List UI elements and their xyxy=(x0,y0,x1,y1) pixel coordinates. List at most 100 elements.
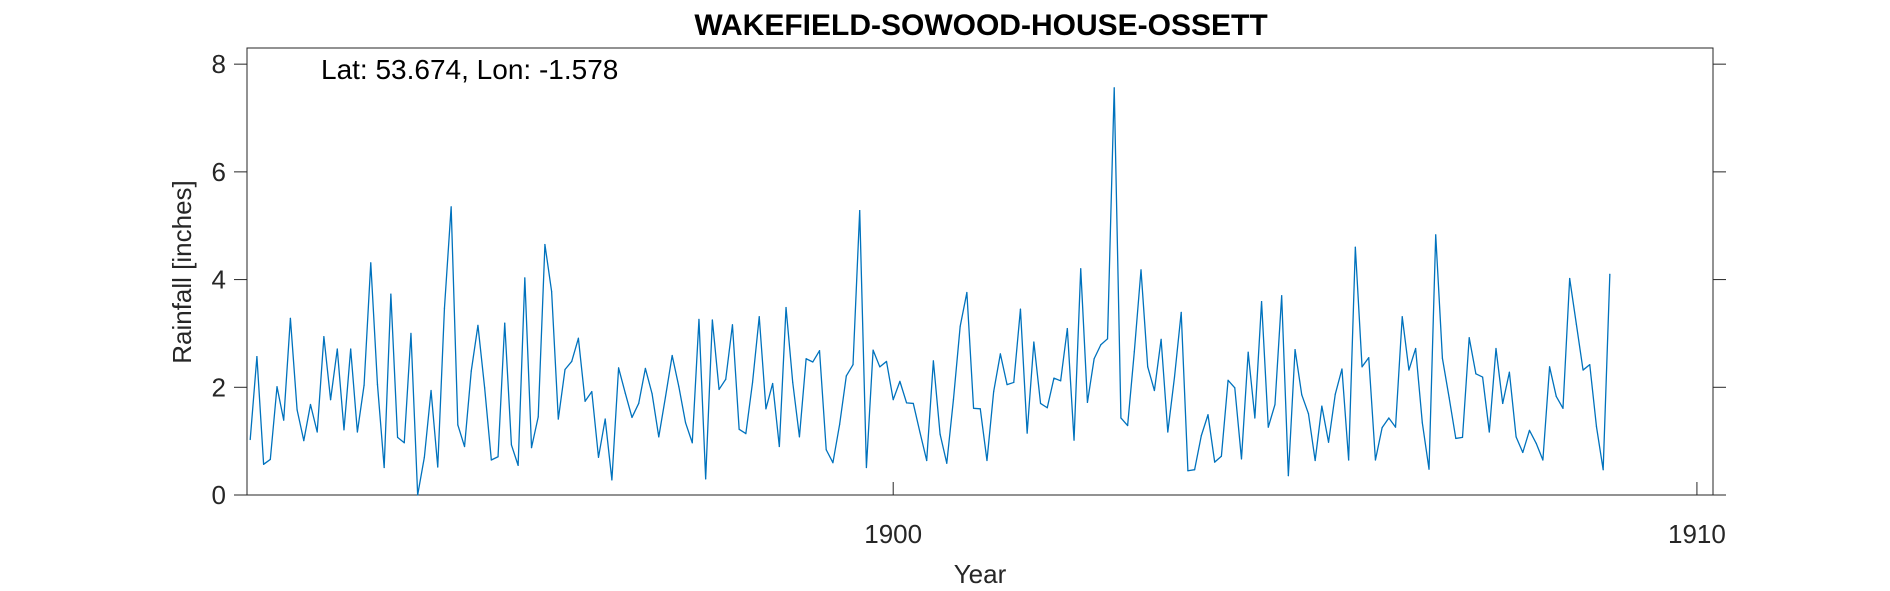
y-tick-label: 6 xyxy=(212,157,226,187)
data-point xyxy=(1455,437,1457,440)
data-point xyxy=(1394,426,1397,428)
data-point xyxy=(1227,379,1229,381)
data-point xyxy=(443,307,446,309)
data-point xyxy=(1589,364,1591,366)
data-point xyxy=(323,336,325,338)
data-point xyxy=(564,368,566,371)
data-point xyxy=(671,354,673,357)
data-point xyxy=(1006,384,1008,386)
data-point xyxy=(959,325,961,328)
data-point xyxy=(1348,459,1350,461)
data-point xyxy=(1495,347,1497,350)
data-point xyxy=(1120,417,1122,419)
data-point xyxy=(316,431,318,433)
data-point xyxy=(1327,441,1330,443)
data-point xyxy=(497,456,499,458)
data-point xyxy=(1314,459,1316,462)
data-point xyxy=(718,388,720,391)
data-point xyxy=(778,445,780,448)
data-point xyxy=(269,458,271,461)
data-point xyxy=(1287,475,1289,477)
data-point xyxy=(1609,273,1611,275)
data-point xyxy=(731,324,734,326)
data-point xyxy=(611,479,613,481)
data-point xyxy=(664,396,667,398)
data-point xyxy=(403,442,405,444)
data-point xyxy=(839,423,841,426)
data-point xyxy=(1602,469,1604,471)
data-point xyxy=(470,370,472,372)
data-point xyxy=(329,399,332,401)
data-point xyxy=(551,290,553,293)
data-point xyxy=(1073,439,1075,441)
data-point xyxy=(1488,431,1490,433)
data-point xyxy=(1173,376,1176,378)
data-point xyxy=(865,466,868,469)
data-point xyxy=(711,319,713,321)
data-point xyxy=(946,462,948,464)
data-point xyxy=(1321,405,1323,407)
data-point xyxy=(363,384,365,386)
data-point xyxy=(1368,357,1370,359)
data-point xyxy=(450,206,452,208)
data-point xyxy=(1160,338,1162,340)
data-point xyxy=(825,449,827,451)
data-point xyxy=(1013,381,1015,384)
data-point xyxy=(1214,461,1216,463)
data-point xyxy=(1334,393,1336,395)
data-point xyxy=(798,436,801,438)
data-point xyxy=(1113,87,1115,89)
data-point xyxy=(845,375,847,377)
data-point xyxy=(1019,308,1022,310)
data-point xyxy=(818,350,821,352)
data-point xyxy=(812,361,814,363)
data-point xyxy=(1167,431,1169,433)
data-point xyxy=(1415,347,1417,350)
data-point xyxy=(1200,435,1202,437)
data-point xyxy=(263,463,265,465)
location-annotation: Lat: 53.674, Lon: -1.578 xyxy=(321,54,618,85)
data-point xyxy=(872,349,874,351)
data-point xyxy=(1482,376,1484,378)
data-point xyxy=(1093,358,1095,360)
data-point xyxy=(919,431,921,434)
data-point xyxy=(356,431,358,433)
data-point xyxy=(684,422,687,424)
rainfall-data-points xyxy=(249,87,1611,496)
data-point xyxy=(591,391,593,393)
data-point xyxy=(1562,407,1564,409)
data-point xyxy=(926,459,928,462)
data-point xyxy=(651,393,653,395)
data-point xyxy=(1100,344,1102,346)
data-point xyxy=(1528,429,1531,431)
data-point xyxy=(624,392,626,394)
data-point xyxy=(1582,369,1584,371)
data-point xyxy=(1508,371,1510,373)
data-point xyxy=(303,440,305,442)
data-point xyxy=(725,378,727,380)
data-point xyxy=(309,403,312,406)
data-point xyxy=(932,360,934,362)
data-point xyxy=(879,366,881,368)
data-point xyxy=(691,442,693,444)
data-point xyxy=(457,424,459,426)
data-point xyxy=(1039,402,1042,405)
x-tick-label: 1910 xyxy=(1668,519,1726,549)
data-point xyxy=(571,360,573,363)
y-tick-label: 4 xyxy=(212,265,226,295)
data-point xyxy=(899,380,901,382)
data-point xyxy=(1307,413,1310,415)
data-point xyxy=(772,382,774,385)
data-point xyxy=(1153,389,1156,392)
data-point xyxy=(1595,426,1598,428)
data-point xyxy=(972,407,975,409)
data-point xyxy=(1428,468,1430,470)
data-point xyxy=(1274,403,1276,406)
y-tick-label: 0 xyxy=(212,480,226,510)
data-point xyxy=(276,386,278,388)
data-point xyxy=(885,360,888,363)
data-point xyxy=(832,462,834,464)
data-point xyxy=(1435,234,1437,236)
data-point xyxy=(785,306,787,309)
